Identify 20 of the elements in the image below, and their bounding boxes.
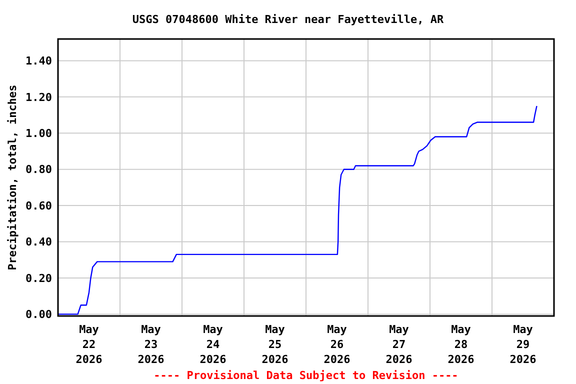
y-tick-label: 0.40 (26, 236, 52, 249)
text: ---- Provisional Data Subject to Revision ---- (154, 369, 458, 382)
y-tick-label: 0.60 (26, 199, 52, 212)
x-tick-label: May 26 2026 (324, 323, 351, 366)
x-tick-label: May 27 2026 (386, 323, 413, 366)
y-tick-label: 0.00 (26, 308, 52, 322)
y-tick-label: 0.20 (26, 272, 52, 285)
x-tick-label: May 25 2026 (262, 323, 289, 366)
y-tick-label: 1.40 (26, 54, 52, 68)
x-tick-label: May 24 2026 (200, 323, 227, 366)
y-tick-label: 1.20 (26, 90, 52, 104)
chart-title: USGS 07048600 White River near Fayetteville, AR (132, 13, 444, 26)
y-tick-label: 1.00 (26, 126, 52, 140)
y-tick-label: 0.80 (26, 163, 52, 176)
x-tick-label: May 29 2026 (510, 323, 537, 366)
x-tick-label: May 28 2026 (448, 323, 475, 366)
y-axis-title: Precipitation, total, inches (6, 84, 19, 270)
line-series (57, 105, 538, 315)
x-tick-label: May 22 2026 (76, 323, 103, 366)
x-tick-label: May 23 2026 (138, 323, 165, 366)
